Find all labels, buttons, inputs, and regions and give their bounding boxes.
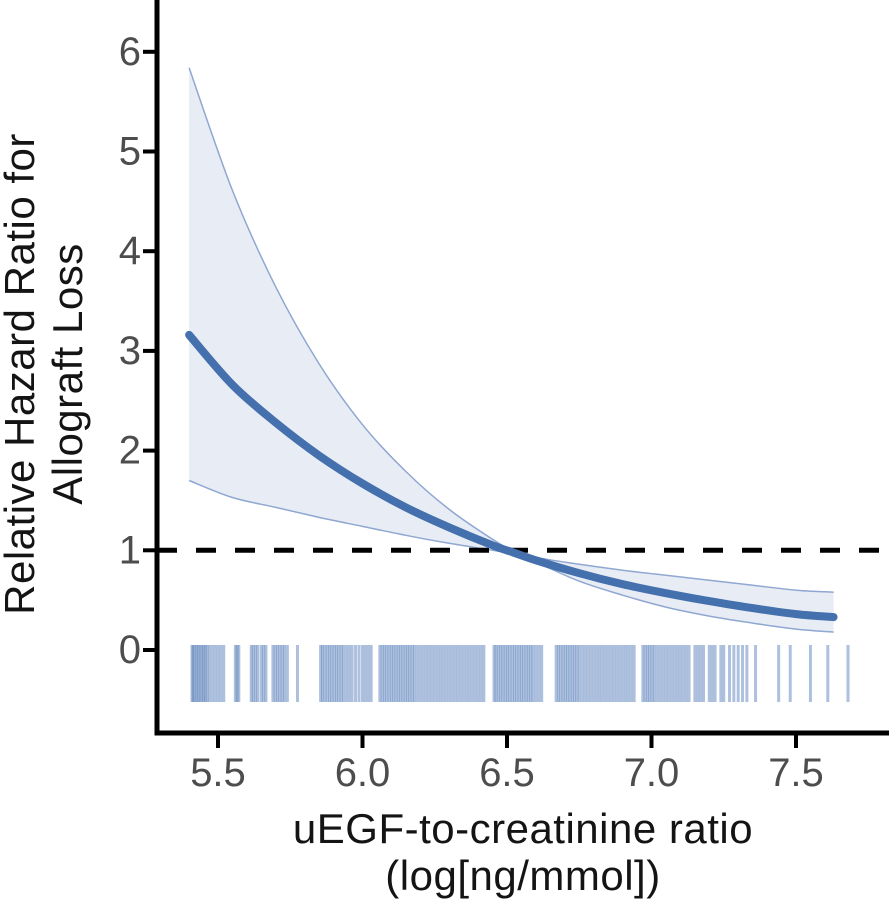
x-tick-label: 6.0: [335, 751, 391, 795]
y-axis-title-line1: Relative Hazard Ratio for: [0, 133, 43, 615]
y-tick-label: 0: [119, 628, 141, 672]
x-tick-label: 6.5: [479, 751, 535, 795]
x-axis-title-line1: uEGF-to-creatinine ratio: [293, 805, 753, 852]
y-tick-label: 1: [119, 528, 141, 572]
y-tick-label: 3: [119, 329, 141, 373]
y-tick-label: 4: [119, 229, 141, 273]
rug-plot-layer: [190, 645, 850, 702]
estimate-curve-layer: [185, 330, 838, 622]
y-tick-label: 6: [119, 30, 141, 74]
hazard-ratio-curve: [185, 330, 838, 622]
x-axis-title-line2: (log[ng/mmol]): [385, 852, 660, 899]
y-axis-title-line2: Allograft Loss: [44, 243, 91, 504]
axis-titles: uEGF-to-creatinine ratio (log[ng/mmol]) …: [0, 133, 753, 899]
y-tick-label: 2: [119, 429, 141, 473]
axes-layer: [143, 0, 889, 748]
x-tick-label: 7.5: [768, 751, 824, 795]
x-tick-label: 7.0: [624, 751, 680, 795]
confidence-band: [189, 67, 834, 633]
x-tick-label: 5.5: [190, 751, 246, 795]
tick-label-layer: 0 1 2 3 4 5 6 5.5 6.0 6.5 7.0 7.5: [119, 30, 824, 795]
y-tick-label: 5: [119, 130, 141, 174]
confidence-band-layer: [188, 67, 834, 633]
